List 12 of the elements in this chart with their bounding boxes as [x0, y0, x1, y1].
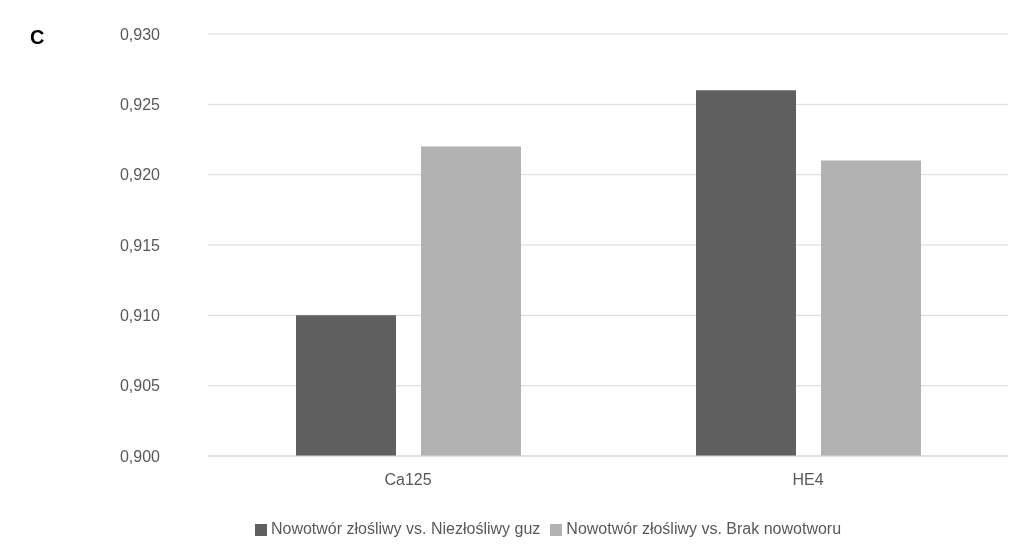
y-tick-label: 0,905	[119, 377, 161, 395]
y-tick-label: 0,920	[119, 166, 161, 184]
y-tick-label: 0,915	[119, 236, 161, 254]
text: C	[30, 26, 45, 49]
y-tick-label: 0,930	[119, 25, 161, 43]
legend-label: Nowotwór złośliwy vs. Niezłośliwy guz	[270, 520, 541, 537]
y-tick-label: 0,900	[119, 447, 161, 465]
y-tick-label: 0,910	[119, 307, 161, 325]
y-tick-label: 0,925	[119, 96, 161, 114]
x-tick-label: HE4	[792, 471, 824, 489]
legend-label: Nowotwór złośliwy vs. Brak nowotworu	[566, 520, 842, 537]
x-tick-label: Ca125	[384, 471, 432, 489]
